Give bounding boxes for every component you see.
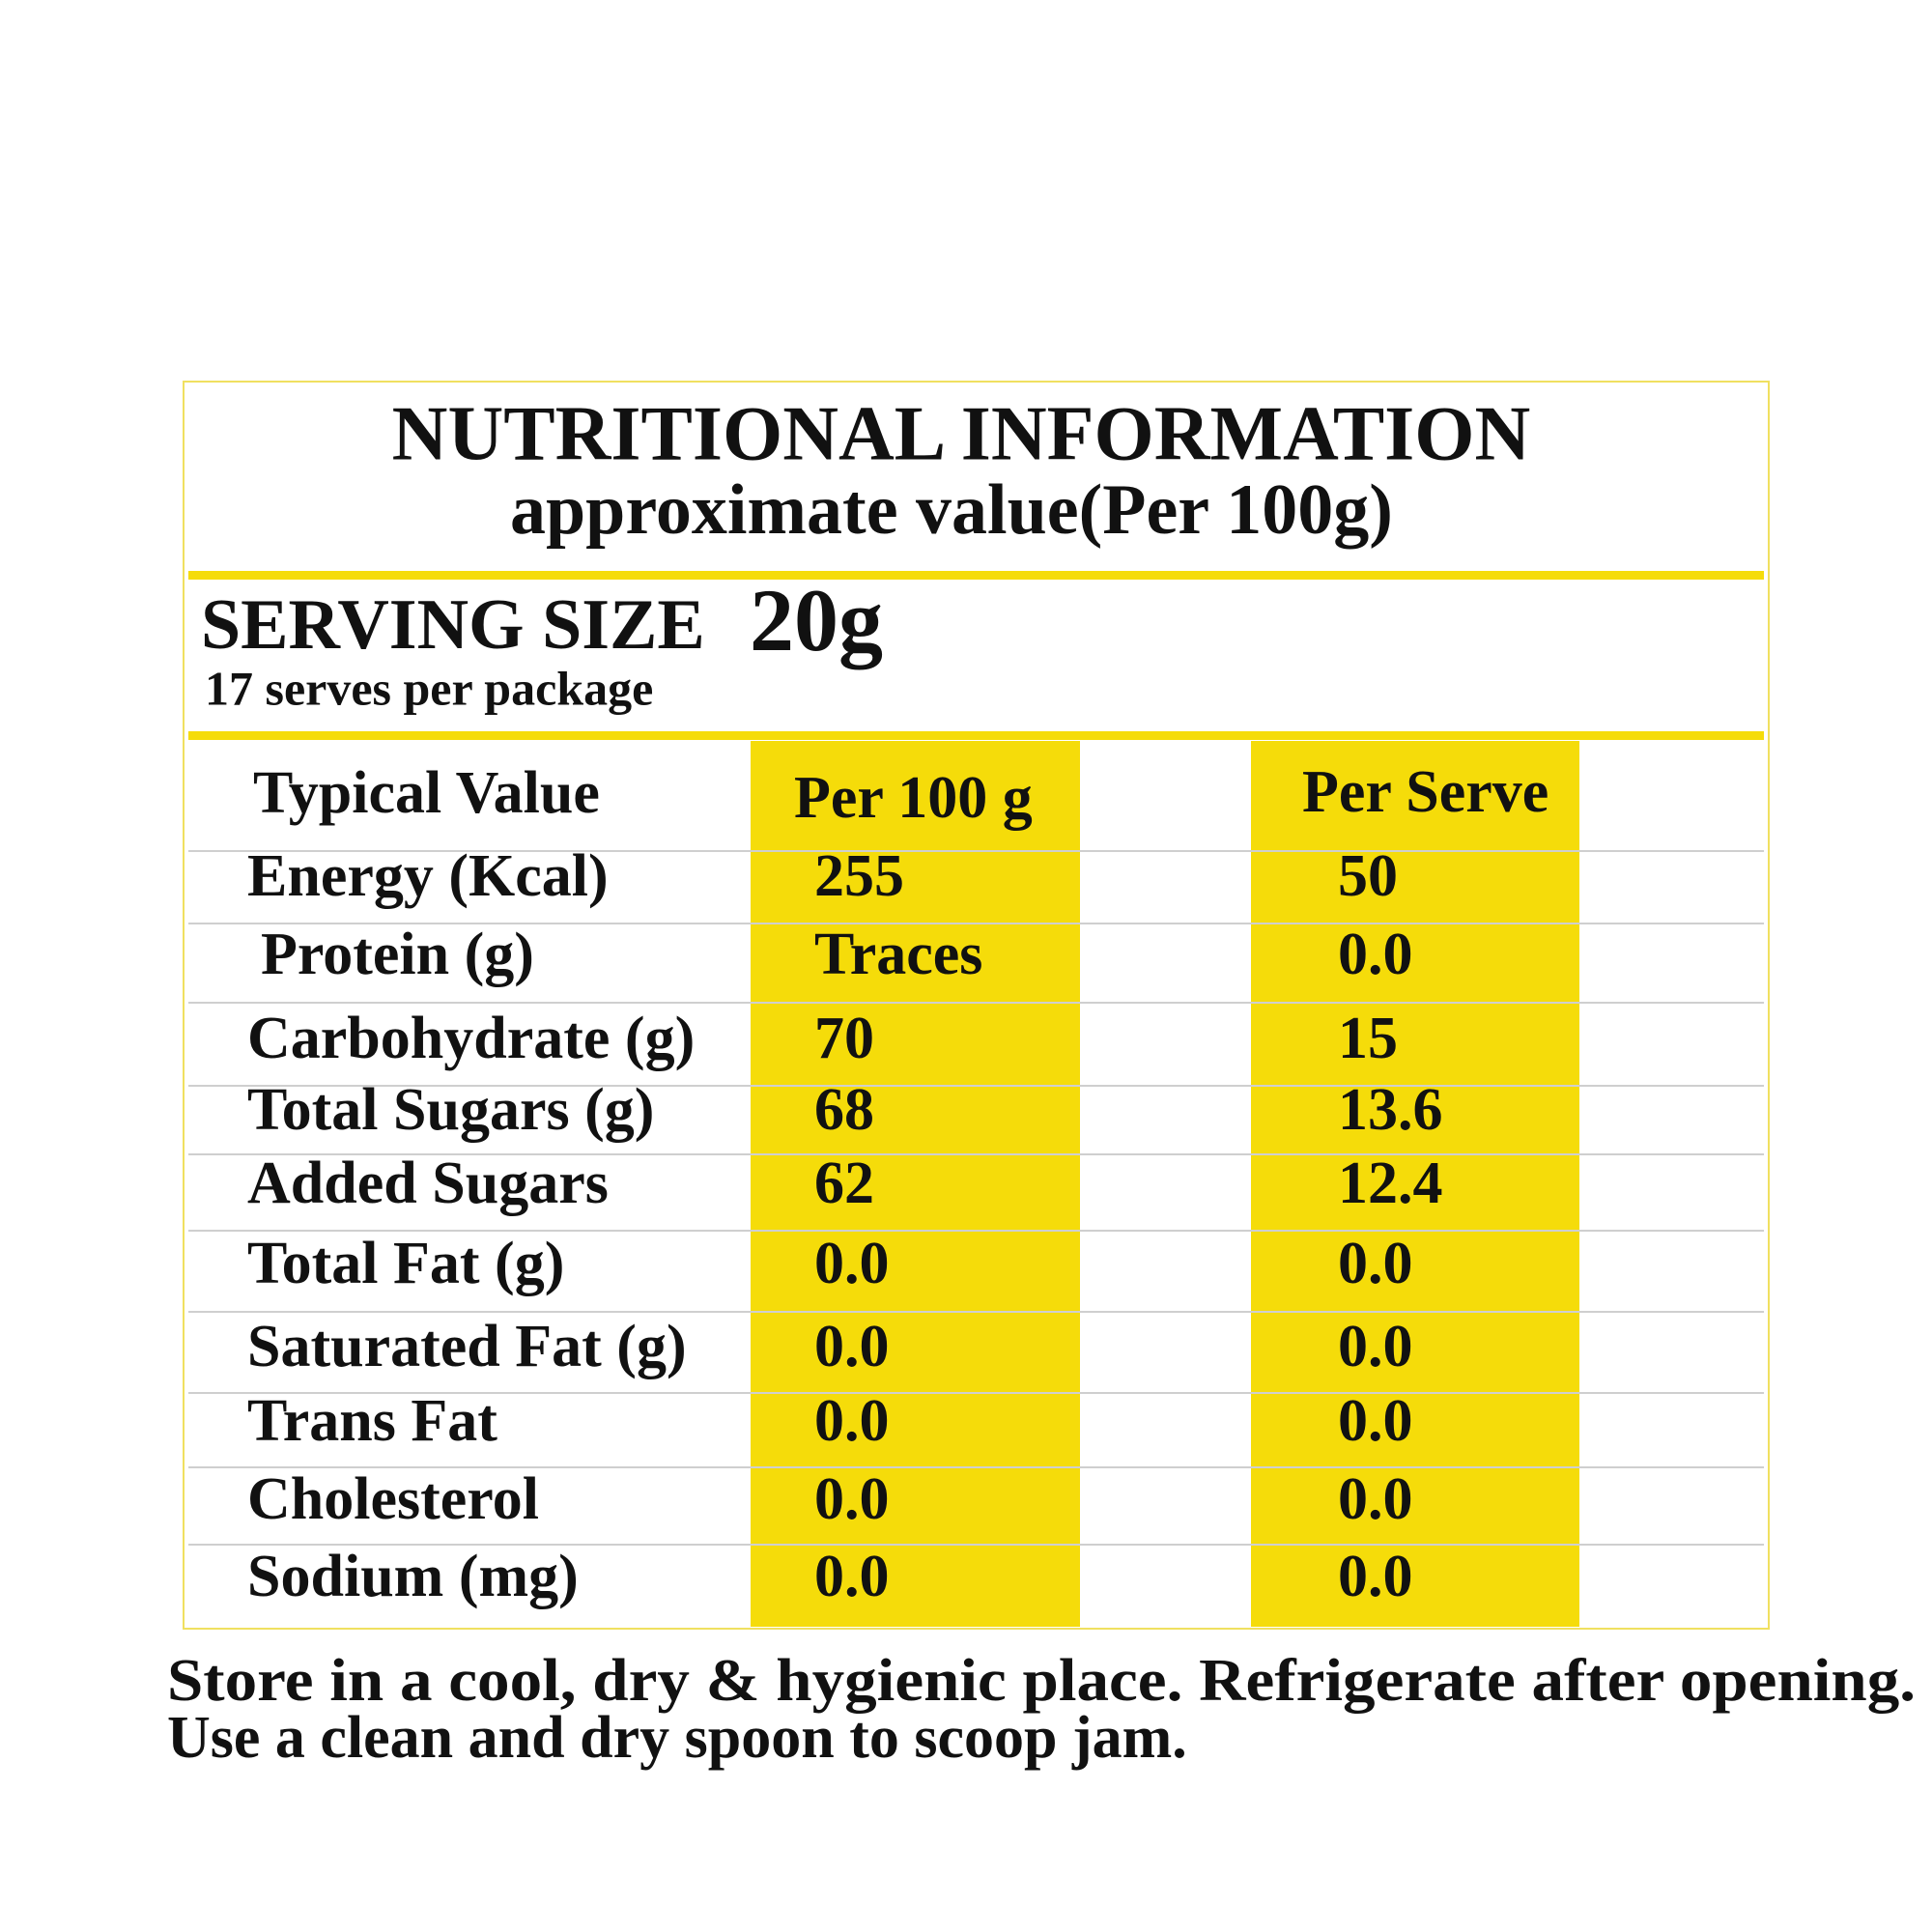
nutrient-value: 0.0 [1338, 1388, 1413, 1454]
nutrient-value: 0.0 [1338, 1466, 1413, 1532]
nutrient-value: 62 [814, 1151, 874, 1216]
column-header: Per Serve [1302, 759, 1548, 825]
nutrient-name: Protein (g) [261, 922, 534, 987]
nutrient-value: 0.0 [1338, 1231, 1413, 1296]
storage-note: Use a clean and dry spoon to scoop jam. [167, 1705, 1187, 1771]
title: NUTRITIONAL INFORMATION [392, 391, 1531, 476]
nutrient-value: 0.0 [814, 1544, 890, 1609]
storage-note: Store in a cool, dry & hygienic place. R… [167, 1648, 1916, 1714]
nutrient-name: Energy (Kcal) [247, 843, 609, 909]
subtitle: approximate value(Per 100g) [510, 470, 1393, 550]
nutrient-value: 0.0 [814, 1231, 890, 1296]
serving-size: 20g [750, 571, 883, 669]
per-100-column [751, 741, 1080, 1627]
nutrient-name: Trans Fat [247, 1388, 497, 1454]
nutrient-value: 0.0 [814, 1466, 890, 1532]
label-border [183, 381, 1770, 1630]
nutrient-name: Cholesterol [247, 1466, 539, 1532]
nutrient-value: 0.0 [1338, 1314, 1413, 1379]
nutrient-name: Saturated Fat (g) [247, 1314, 687, 1379]
nutrient-value: 0.0 [814, 1388, 890, 1454]
column-header: Per 100 g [794, 765, 1033, 831]
nutrient-value: 13.6 [1338, 1077, 1443, 1143]
divider [188, 731, 1764, 740]
divider [188, 571, 1764, 580]
nutrient-value: 0.0 [814, 1314, 890, 1379]
nutrient-value: 15 [1338, 1006, 1398, 1071]
nutrient-name: Sodium (mg) [247, 1544, 579, 1609]
nutrient-value: 68 [814, 1077, 874, 1143]
nutrient-value: Traces [814, 922, 982, 987]
serves-per-package: 17 serves per package [205, 661, 653, 715]
serving-label: SERVING SIZE [201, 585, 705, 665]
nutrient-name: Carbohydrate (g) [247, 1006, 695, 1071]
nutrient-value: 12.4 [1338, 1151, 1443, 1216]
nutrient-name: Total Sugars (g) [247, 1077, 654, 1143]
nutrient-value: 255 [814, 843, 904, 909]
nutrient-value: 0.0 [1338, 1544, 1413, 1609]
per-serve-column [1251, 741, 1579, 1627]
nutrient-value: 50 [1338, 843, 1398, 909]
column-header: Typical Value [253, 760, 600, 826]
nutrient-name: Added Sugars [247, 1151, 609, 1216]
nutrient-value: 70 [814, 1006, 874, 1071]
nutrient-value: 0.0 [1338, 922, 1413, 987]
nutrient-name: Total Fat (g) [247, 1231, 564, 1296]
